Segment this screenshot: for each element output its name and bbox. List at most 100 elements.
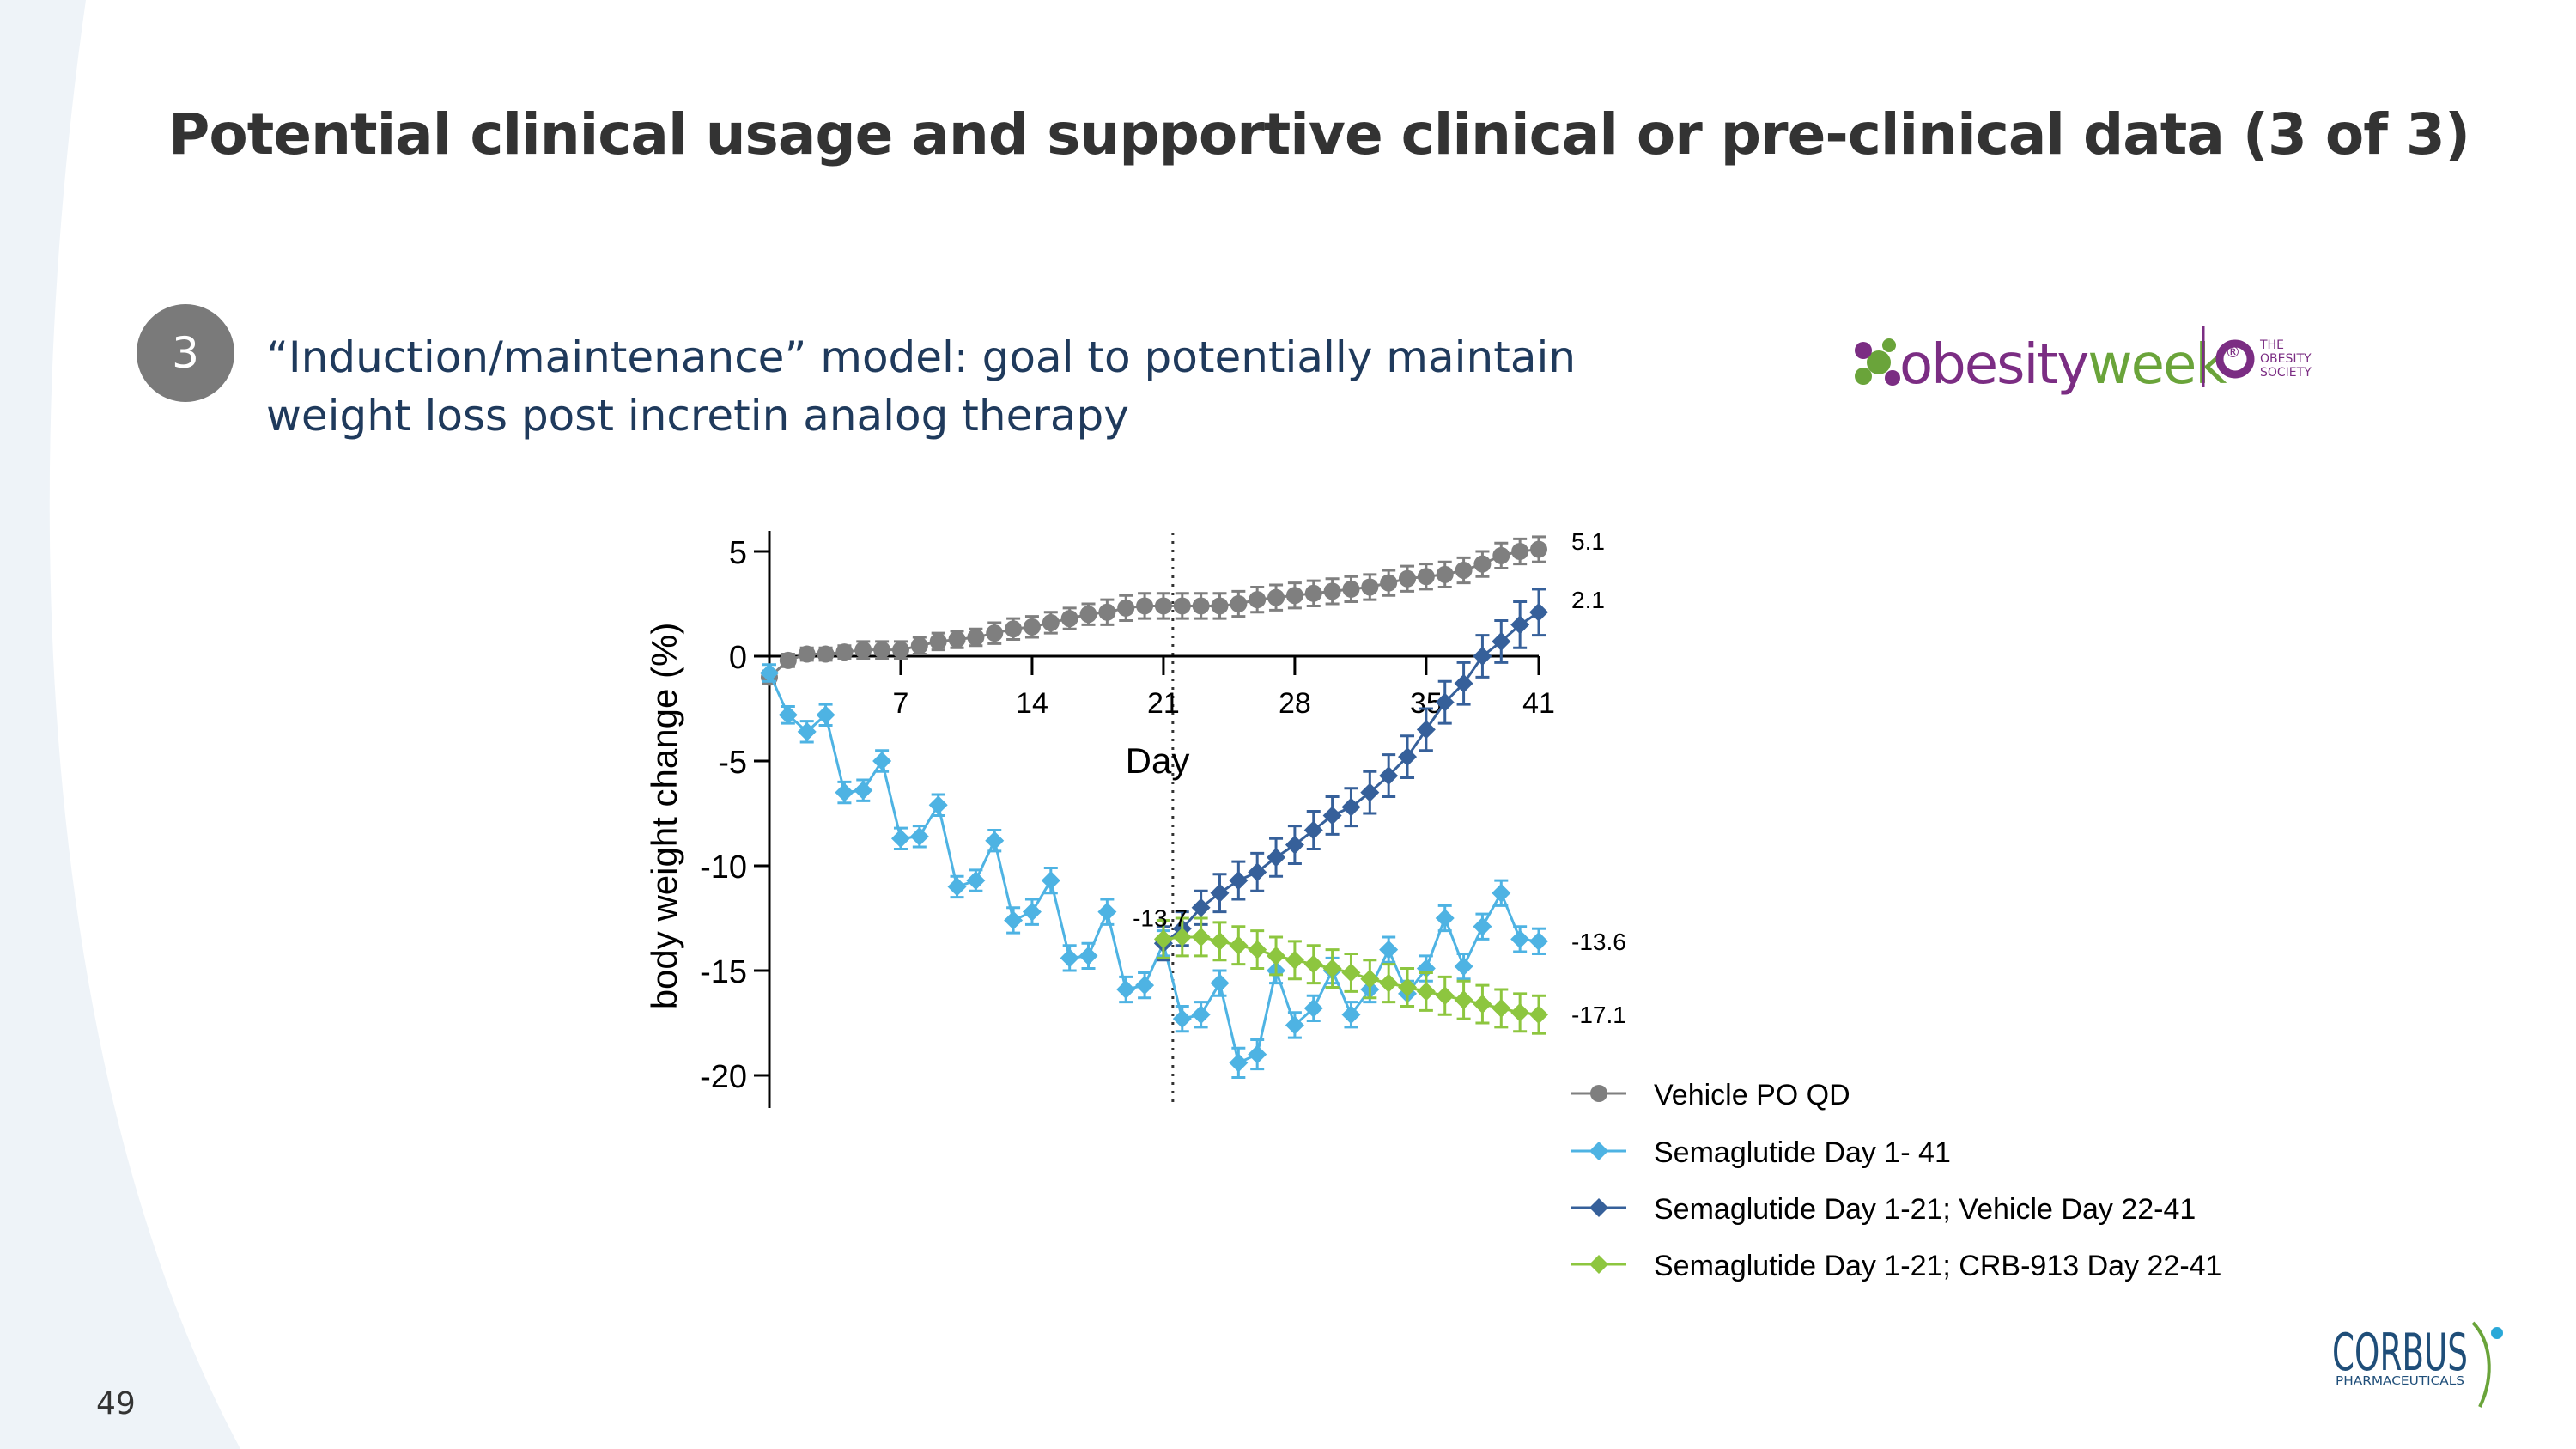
data-point	[1380, 574, 1398, 592]
data-point	[1473, 647, 1492, 666]
y-tick-label: -15	[700, 954, 747, 990]
data-point	[1416, 720, 1436, 740]
data-point	[1530, 540, 1547, 558]
slide-title: Potential clinical usage and supportive …	[168, 101, 2470, 167]
legend-item-4: Semaglutide Day 1-21; CRB-913 Day 22-41	[1571, 1250, 2221, 1282]
data-point	[835, 782, 854, 802]
data-point	[1210, 973, 1230, 993]
legend-label: Vehicle PO QD	[1654, 1079, 1850, 1111]
data-point	[1473, 916, 1492, 936]
data-point	[816, 705, 835, 725]
data-point	[1116, 979, 1136, 999]
x-tick-label: 41	[1522, 687, 1555, 720]
data-point	[1248, 940, 1267, 959]
legend-item-3: Semaglutide Day 1-21; Vehicle Day 22-41	[1571, 1193, 2196, 1226]
y-axis-label: body weight change (%)	[644, 623, 684, 1010]
legend-item-2: Semaglutide Day 1- 41	[1571, 1136, 1951, 1169]
data-point	[1435, 909, 1455, 928]
obesity-society-line-3: SOCIETY	[2260, 366, 2312, 380]
data-point	[1191, 898, 1211, 917]
data-point	[1211, 597, 1229, 615]
left-curve-decoration	[0, 0, 240, 1449]
data-point	[1492, 631, 1511, 651]
data-point	[817, 645, 835, 663]
data-point	[1399, 569, 1417, 588]
data-point	[1435, 986, 1455, 1006]
data-point	[1379, 940, 1399, 959]
data-point	[1267, 946, 1286, 965]
legend-label: Semaglutide Day 1-21; CRB-913 Day 22-41	[1654, 1250, 2221, 1282]
data-point	[1398, 977, 1418, 997]
data-point	[890, 829, 910, 849]
data-point	[928, 795, 948, 815]
data-point	[1529, 602, 1548, 622]
data-point	[1210, 931, 1230, 951]
x-tick-label: 7	[893, 687, 909, 720]
data-point	[1303, 998, 1323, 1018]
data-point	[1417, 568, 1435, 586]
data-point	[1041, 871, 1060, 891]
data-point	[929, 632, 947, 650]
data-point	[1360, 969, 1380, 989]
subtitle-line-2: weight loss post incretin analog therapy	[266, 391, 1129, 441]
corbus-name: CORBUS	[2332, 1323, 2468, 1383]
y-tick-label: 5	[729, 535, 747, 571]
annotations-layer: 5.1 2.1 -13.6 -17.1 -13.7	[1133, 528, 1626, 1028]
data-point	[1042, 613, 1060, 631]
data-point	[1454, 957, 1473, 977]
data-label: -13.6	[1571, 928, 1626, 955]
data-point	[891, 641, 909, 659]
data-point	[778, 705, 798, 725]
series-layer	[760, 535, 1548, 1079]
y-tick-label: -20	[700, 1059, 747, 1095]
page-number: 49	[96, 1386, 136, 1422]
data-point	[1398, 747, 1418, 767]
corbus-logo: CORBUS PHARMACEUTICALS	[2332, 1321, 2503, 1408]
data-point	[1361, 578, 1379, 596]
data-point	[1022, 902, 1042, 922]
data-point	[1173, 597, 1191, 615]
data-point	[854, 781, 873, 801]
corbus-swoosh-icon	[2471, 1321, 2491, 1408]
legend-label: Semaglutide Day 1-21; Vehicle Day 22-41	[1654, 1193, 2196, 1226]
data-point	[909, 826, 929, 846]
x-tick-label: 14	[1016, 687, 1048, 720]
data-point	[1098, 603, 1116, 621]
data-point	[910, 636, 928, 654]
obesityweek-prefix: obesity	[1899, 333, 2087, 397]
data-point	[1248, 862, 1267, 882]
obesity-society-icon	[2215, 339, 2255, 379]
data-point	[1117, 599, 1135, 617]
data-point	[967, 629, 985, 647]
data-point	[1285, 950, 1304, 970]
data-point	[873, 641, 891, 659]
data-point	[1341, 1005, 1361, 1025]
data-point	[985, 831, 1005, 850]
data-point	[1249, 591, 1267, 609]
data-point	[1435, 692, 1455, 712]
data-point	[1135, 976, 1155, 995]
data-point	[797, 721, 817, 741]
data-point	[1589, 1198, 1608, 1217]
series-3	[1153, 588, 1548, 962]
data-point	[1341, 963, 1361, 983]
data-point	[854, 641, 872, 659]
corbus-dot-icon	[2491, 1327, 2503, 1339]
data-point	[1078, 946, 1098, 965]
data-point	[1590, 1085, 1607, 1102]
obesityweek-logo: obesityweek® THE OBESITY SOCIETY	[1855, 326, 2312, 397]
data-point	[1492, 883, 1511, 903]
data-point	[1267, 848, 1286, 868]
obesityweek-suffix: week	[2087, 333, 2227, 397]
data-point	[779, 651, 797, 669]
data-point	[1267, 588, 1285, 606]
x-tick-label: 28	[1279, 687, 1311, 720]
data-point	[1060, 948, 1079, 968]
data-point	[1304, 584, 1322, 602]
data-point	[1436, 565, 1454, 583]
data-label: -17.1	[1571, 1002, 1626, 1028]
legend-item-1: Vehicle PO QD	[1571, 1079, 1850, 1111]
data-point	[1229, 935, 1249, 955]
data-point	[1342, 580, 1360, 598]
data-point	[1248, 1044, 1267, 1064]
